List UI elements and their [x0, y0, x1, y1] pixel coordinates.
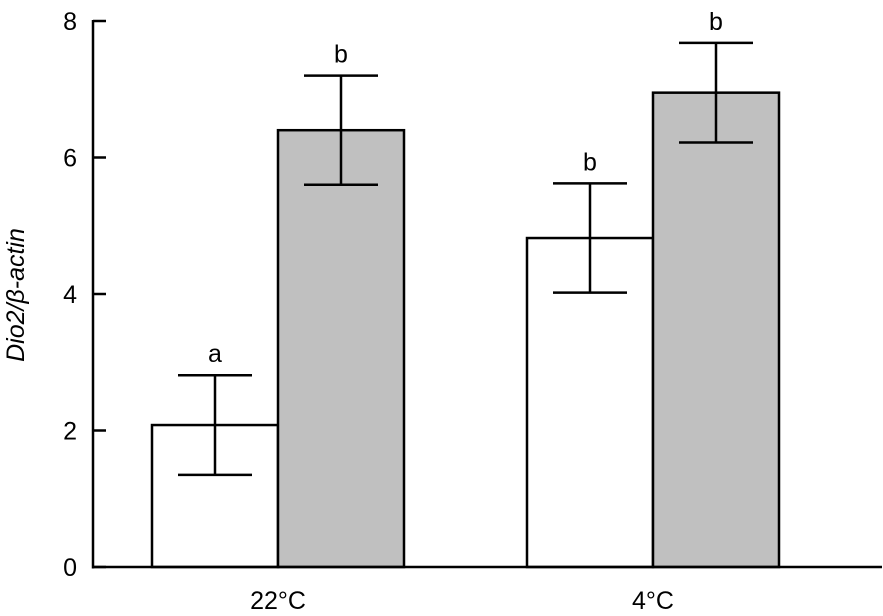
significance-label: b: [334, 41, 348, 69]
bar: [651, 91, 781, 569]
y-tick-label: 0: [63, 554, 77, 582]
chart-axes: 22°C 4°C 0 2 4 6 8: [63, 8, 882, 615]
y-tick-label: 2: [63, 418, 77, 446]
y-tick-label: 6: [63, 145, 77, 173]
y-tick-label: 4: [63, 281, 77, 309]
y-axis-title: Dio2/β-actin: [2, 228, 30, 362]
y-tick-label: 8: [63, 8, 77, 36]
significance-label: a: [208, 340, 222, 368]
significance-label: b: [583, 148, 597, 176]
significance-label: b: [709, 8, 723, 36]
chart-marks: a b b b: [150, 8, 781, 569]
bar: [276, 128, 406, 569]
x-tick-label: 22°C: [250, 587, 306, 611]
x-tick-label: 4°C: [632, 587, 674, 611]
